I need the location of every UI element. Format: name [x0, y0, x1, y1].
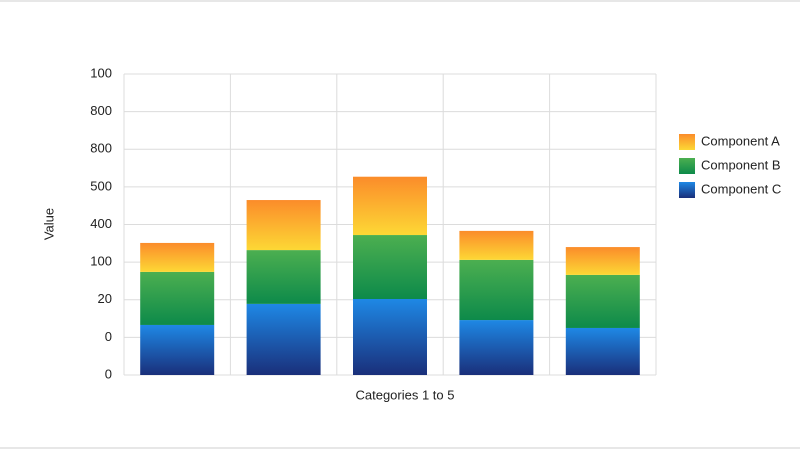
legend-label: Component A — [701, 133, 780, 148]
y-tick-label: 100 — [90, 254, 112, 269]
bar-segment — [565, 274, 640, 328]
bar-segment — [246, 200, 321, 251]
bar-segment — [353, 176, 427, 236]
bar-segment — [353, 235, 427, 299]
y-tick-label: 800 — [90, 103, 112, 118]
bar-segment — [140, 324, 215, 375]
legend-label: Component C — [701, 181, 781, 196]
bar-segment — [353, 298, 427, 375]
x-axis-label: Categories 1 to 5 — [355, 387, 454, 402]
bar-segment — [140, 271, 215, 325]
bar-segment — [565, 247, 640, 275]
y-tick-label: 500 — [90, 178, 112, 193]
legend-label: Component B — [701, 157, 781, 172]
bar-segment — [565, 327, 640, 375]
legend-swatch — [679, 158, 695, 174]
y-tick-label: 100 — [90, 65, 112, 80]
y-tick-label: 0 — [105, 329, 112, 344]
y-tick-label: 0 — [105, 366, 112, 381]
bar-segment — [246, 250, 321, 304]
y-axis-label: Value — [41, 208, 56, 240]
y-tick-label: 400 — [90, 216, 112, 231]
bar-segment — [246, 303, 321, 375]
bar-segment — [459, 259, 534, 321]
bar-segment — [140, 242, 215, 272]
bar-segment — [459, 230, 534, 260]
legend-swatch — [679, 134, 695, 150]
y-tick-label: 800 — [90, 141, 112, 156]
legend-swatch — [679, 182, 695, 198]
y-tick-label: 20 — [98, 291, 112, 306]
bar-segment — [459, 320, 534, 375]
